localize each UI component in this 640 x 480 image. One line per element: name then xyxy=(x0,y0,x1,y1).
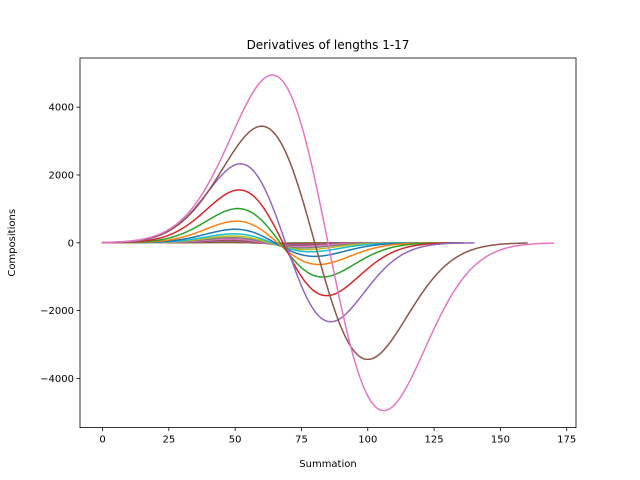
x-axis-ticks: 0 25 50 75 100 125 150 175 xyxy=(99,427,576,446)
series-line-12 xyxy=(101,220,454,266)
x-tick-label: 150 xyxy=(491,435,510,446)
x-axis-label: Summation xyxy=(299,459,356,470)
plot-area-frame xyxy=(79,57,577,429)
series-line-11 xyxy=(101,228,449,258)
y-tick-label: −4000 xyxy=(40,374,74,385)
x-tick-label: 75 xyxy=(295,435,308,446)
plot-lines xyxy=(101,74,555,412)
x-tick-label: 0 xyxy=(99,435,105,446)
y-axis-label: Compositions xyxy=(7,209,18,277)
y-tick-label: 2000 xyxy=(49,170,74,181)
x-tick-label: 50 xyxy=(229,435,242,446)
y-axis-ticks: −4000 −2000 0 2000 4000 xyxy=(40,103,80,385)
y-tick-label: 4000 xyxy=(49,103,74,114)
y-tick-label: 0 xyxy=(68,238,74,249)
chart-title: Derivatives of lengths 1-17 xyxy=(247,38,410,52)
y-tick-label: −2000 xyxy=(40,306,74,317)
series-line-16 xyxy=(101,125,528,361)
series-line-17 xyxy=(101,74,555,412)
series-line-13 xyxy=(101,207,459,278)
series-line-14 xyxy=(101,189,465,297)
x-tick-label: 25 xyxy=(162,435,175,446)
x-tick-label: 100 xyxy=(358,435,377,446)
x-tick-label: 125 xyxy=(425,435,444,446)
x-tick-label: 175 xyxy=(557,435,576,446)
